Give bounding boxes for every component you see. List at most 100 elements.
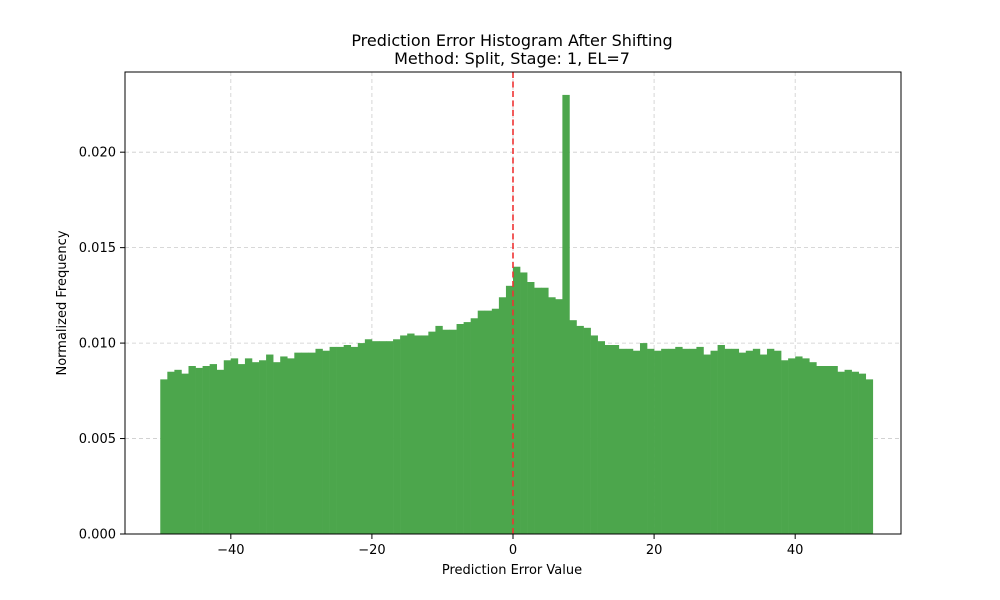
histogram-bar bbox=[781, 360, 789, 534]
histogram-bar bbox=[625, 348, 634, 534]
histogram-bar bbox=[611, 345, 620, 534]
histogram-bar bbox=[357, 343, 366, 534]
histogram-bar bbox=[477, 310, 486, 534]
histogram-bar bbox=[442, 329, 450, 534]
x-axis-label: Prediction Error Value bbox=[442, 563, 582, 578]
histogram-bar bbox=[731, 348, 740, 534]
histogram-bar bbox=[534, 287, 542, 534]
histogram-bar bbox=[576, 325, 584, 534]
histogram-bar bbox=[668, 348, 676, 534]
histogram-bar bbox=[851, 371, 859, 534]
histogram-bar bbox=[484, 310, 493, 534]
histogram-bar bbox=[364, 339, 373, 534]
histogram-bar bbox=[308, 352, 316, 534]
histogram-bar bbox=[223, 360, 232, 534]
histogram-bar bbox=[809, 362, 817, 534]
y-axis-ticks: 0.000 0.005 0.010 0.015 0.020 bbox=[79, 146, 125, 543]
histogram-bar bbox=[696, 346, 704, 534]
histogram-bar bbox=[513, 266, 521, 534]
histogram-bar bbox=[181, 373, 189, 534]
histogram-bar bbox=[301, 352, 309, 534]
histogram-bar bbox=[421, 335, 429, 534]
histogram-bar bbox=[329, 346, 337, 534]
histogram-bar bbox=[294, 352, 302, 534]
histogram-bar bbox=[844, 369, 852, 534]
histogram-bar bbox=[717, 345, 725, 534]
histogram-bar bbox=[795, 356, 803, 534]
histogram-bar bbox=[456, 324, 464, 534]
histogram-bar bbox=[548, 297, 556, 534]
x-tick-label: 0 bbox=[509, 543, 517, 558]
histogram-bar bbox=[259, 360, 267, 534]
histogram-bar bbox=[858, 373, 867, 534]
histogram-bar bbox=[661, 348, 669, 534]
histogram-bar bbox=[527, 282, 535, 534]
y-tick-label: 0.000 bbox=[79, 528, 116, 543]
histogram-bar bbox=[160, 379, 168, 534]
histogram-bar bbox=[830, 366, 838, 534]
histogram-bar bbox=[562, 94, 570, 534]
histogram-bar bbox=[393, 339, 401, 534]
histogram-bar bbox=[386, 341, 394, 534]
histogram-bar bbox=[788, 358, 796, 534]
histogram-bar bbox=[322, 350, 330, 534]
histogram-bar bbox=[766, 348, 775, 534]
histogram-bars bbox=[160, 94, 874, 534]
histogram-bar bbox=[435, 325, 443, 534]
histogram-bar bbox=[569, 320, 577, 534]
histogram-bar bbox=[237, 364, 246, 534]
x-tick-label: −20 bbox=[358, 543, 385, 558]
histogram-bar bbox=[449, 329, 457, 534]
histogram-bar bbox=[710, 350, 718, 534]
histogram-bar bbox=[604, 345, 613, 534]
histogram-bar bbox=[202, 366, 210, 534]
histogram-bar bbox=[378, 341, 387, 534]
histogram-bar bbox=[287, 358, 295, 534]
histogram-bar bbox=[724, 348, 732, 534]
histogram-bar bbox=[174, 369, 182, 534]
histogram-bar bbox=[470, 318, 479, 534]
histogram-bar bbox=[675, 346, 683, 534]
histogram-bar bbox=[752, 348, 761, 534]
histogram-bar bbox=[491, 308, 500, 534]
histogram-bar bbox=[597, 341, 606, 534]
histogram-bar bbox=[463, 322, 471, 534]
histogram-bar bbox=[816, 366, 824, 534]
histogram-bar bbox=[209, 364, 218, 534]
y-tick-label: 0.010 bbox=[79, 337, 116, 352]
histogram-bar bbox=[195, 367, 203, 534]
histogram-bar bbox=[315, 348, 323, 534]
y-tick-label: 0.015 bbox=[79, 241, 116, 256]
histogram-bar bbox=[682, 348, 690, 534]
histogram-bar bbox=[654, 350, 662, 534]
x-tick-label: −40 bbox=[217, 543, 244, 558]
histogram-bar bbox=[639, 343, 648, 534]
histogram-bar bbox=[414, 335, 422, 534]
histogram-bar bbox=[350, 346, 359, 534]
histogram-bar bbox=[336, 346, 344, 534]
x-tick-label: 40 bbox=[787, 543, 804, 558]
x-axis-ticks: −40 −20 0 20 40 bbox=[217, 534, 803, 558]
chart-title: Prediction Error Histogram After Shiftin… bbox=[351, 31, 672, 50]
histogram-bar bbox=[273, 362, 281, 534]
histogram-bar bbox=[216, 369, 225, 534]
chart-subtitle: Method: Split, Stage: 1, EL=7 bbox=[394, 49, 630, 68]
histogram-bar bbox=[618, 348, 627, 534]
histogram-bar bbox=[400, 335, 408, 534]
x-tick-label: 20 bbox=[646, 543, 663, 558]
histogram-bar bbox=[583, 327, 591, 534]
histogram-bar bbox=[759, 354, 768, 534]
histogram-bar bbox=[520, 272, 528, 534]
histogram-bar bbox=[230, 358, 239, 534]
y-axis-label: Normalized Frequency bbox=[55, 230, 70, 375]
histogram-bar bbox=[590, 335, 598, 534]
histogram-bar bbox=[280, 356, 288, 534]
histogram-bar bbox=[689, 348, 697, 534]
histogram-bar bbox=[343, 345, 352, 534]
histogram-bar bbox=[244, 358, 253, 534]
histogram-bar bbox=[371, 341, 380, 534]
histogram-bar bbox=[428, 331, 436, 534]
histogram-bar bbox=[266, 354, 274, 534]
y-tick-label: 0.020 bbox=[79, 146, 116, 161]
